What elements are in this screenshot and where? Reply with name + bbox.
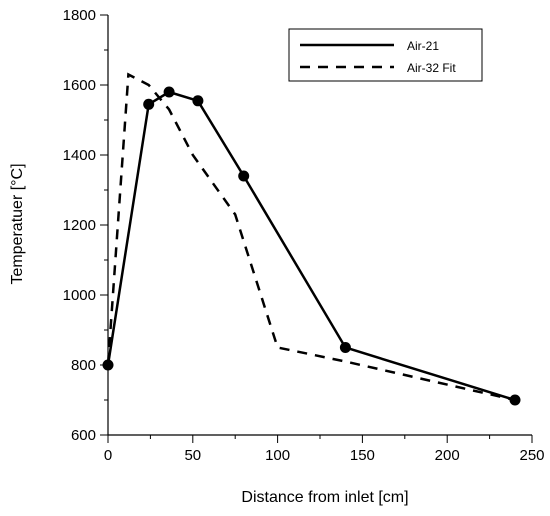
series-line-air-21 xyxy=(106,90,516,402)
x-tick-label: 250 xyxy=(519,447,544,464)
x-axis-label: Distance from inlet [cm] xyxy=(241,489,408,506)
y-tick-label: 1400 xyxy=(63,147,96,164)
legend-label-air-21: Air-21 xyxy=(407,39,439,53)
x-tick-label: 100 xyxy=(265,447,290,464)
y-axis-label: Temperatuer [°C] xyxy=(9,163,26,284)
x-tick-label: 50 xyxy=(184,447,201,464)
legend-box xyxy=(288,28,483,82)
data-point-air-21 xyxy=(192,95,204,107)
data-point-air-21 xyxy=(163,86,175,98)
legend: Air-21 Air-32 Fit xyxy=(288,28,483,82)
y-tick-label: 1200 xyxy=(63,217,96,234)
data-point-air-21 xyxy=(143,98,155,110)
x-tick-label: 150 xyxy=(350,447,375,464)
y-tick-label: 1000 xyxy=(63,287,96,304)
data-point-air-21 xyxy=(339,342,351,353)
y-tick-label: 800 xyxy=(71,357,96,374)
y-tick-label: 600 xyxy=(71,427,96,444)
data-point-air-21 xyxy=(238,170,250,182)
y-tick-label: 1600 xyxy=(63,77,96,94)
series-line-air-32-fit xyxy=(106,72,516,402)
y-tick-label: 1800 xyxy=(63,7,96,24)
x-tick-label: 200 xyxy=(435,447,460,464)
x-tick-label: 0 xyxy=(104,447,112,464)
legend-label-air-32-fit: Air-32 Fit xyxy=(407,61,456,75)
series-layer xyxy=(102,72,521,406)
axes: 600 800 1000 1200 1400 1600 1800 0 50 100 150 200 25… xyxy=(63,7,545,464)
